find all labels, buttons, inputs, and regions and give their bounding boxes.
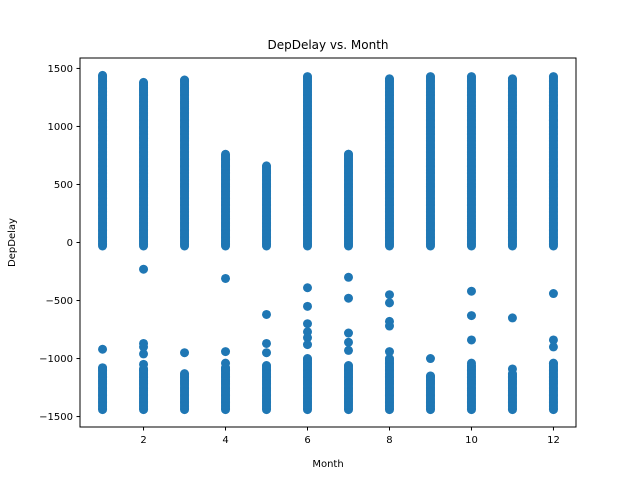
data-point xyxy=(221,154,231,164)
data-point xyxy=(139,123,149,133)
data-point xyxy=(466,311,476,321)
y-tick-label: −1500 xyxy=(39,412,73,423)
x-tick-label: 12 xyxy=(547,435,560,446)
data-point xyxy=(466,358,476,368)
data-point xyxy=(384,74,394,84)
data-point xyxy=(344,149,353,159)
data-point xyxy=(262,338,272,348)
data-point xyxy=(262,167,272,177)
data-point xyxy=(98,87,108,97)
data-point xyxy=(384,298,394,308)
data-point xyxy=(221,273,231,283)
data-point xyxy=(548,342,558,352)
data-point xyxy=(139,349,149,359)
data-point xyxy=(98,363,108,373)
data-point xyxy=(139,84,149,94)
plot-frame xyxy=(79,57,577,428)
x-axis: 2 4 6 8 10 12 xyxy=(140,427,560,446)
data-point xyxy=(507,313,517,323)
data-point xyxy=(139,359,149,369)
data-point xyxy=(303,283,312,293)
data-point xyxy=(548,289,558,299)
data-point xyxy=(344,293,353,303)
data-point xyxy=(466,72,476,82)
data-point xyxy=(221,161,231,171)
data-point xyxy=(303,301,312,311)
y-axis-label: DepDelay xyxy=(7,218,18,267)
data-point xyxy=(507,74,517,84)
data-point xyxy=(425,354,435,364)
data-point xyxy=(425,72,435,82)
data-point xyxy=(344,337,353,347)
data-point xyxy=(139,77,149,87)
data-point xyxy=(139,264,149,274)
data-point xyxy=(507,364,517,374)
data-point xyxy=(384,290,394,300)
data-point xyxy=(344,272,353,282)
data-point xyxy=(466,335,476,345)
data-point xyxy=(384,321,394,331)
x-tick-label: 2 xyxy=(140,435,146,446)
data-point xyxy=(384,347,394,357)
x-tick-label: 4 xyxy=(222,435,228,446)
data-point xyxy=(98,344,108,354)
data-point xyxy=(548,72,558,82)
data-point xyxy=(425,371,435,381)
data-point xyxy=(180,85,190,95)
data-point xyxy=(180,369,190,379)
y-tick-label: −500 xyxy=(46,296,73,307)
y-tick-label: 1500 xyxy=(48,64,73,75)
data-point xyxy=(548,335,558,345)
data-point xyxy=(221,347,231,357)
data-point xyxy=(262,361,272,370)
data-point xyxy=(262,348,272,358)
data-point xyxy=(180,348,190,358)
data-point xyxy=(548,116,558,126)
data-point xyxy=(344,328,353,338)
data-point xyxy=(139,147,149,157)
x-tick-label: 6 xyxy=(304,435,310,446)
data-point xyxy=(344,361,353,370)
data-point xyxy=(548,101,558,111)
chart-title: DepDelay vs. Month xyxy=(267,38,388,52)
data-point xyxy=(303,333,312,343)
data-point xyxy=(180,75,190,85)
y-axis: −1500 −1000 −500 0 500 1000 1500 xyxy=(39,64,80,423)
data-point xyxy=(425,98,435,108)
data-point xyxy=(548,358,558,368)
x-tick-label: 10 xyxy=(465,435,478,446)
data-point xyxy=(98,104,108,114)
x-tick-label: 8 xyxy=(386,435,392,446)
y-tick-label: 1000 xyxy=(48,122,73,133)
data-point xyxy=(180,121,190,131)
data-point xyxy=(221,358,231,368)
data-point xyxy=(139,133,149,143)
data-point xyxy=(262,309,272,319)
y-tick-label: 500 xyxy=(54,180,73,191)
data-point xyxy=(139,342,149,352)
data-point xyxy=(466,286,476,296)
data-point xyxy=(303,354,312,364)
data-point xyxy=(344,345,353,355)
x-axis-label: Month xyxy=(312,459,343,470)
data-point xyxy=(180,98,190,108)
data-points xyxy=(98,70,558,415)
data-point xyxy=(303,319,312,329)
data-point xyxy=(507,108,517,118)
y-tick-label: 0 xyxy=(67,238,73,249)
y-tick-label: −1000 xyxy=(39,354,73,365)
data-point xyxy=(303,72,312,82)
data-point xyxy=(303,340,312,350)
data-point xyxy=(98,70,108,80)
data-point xyxy=(384,354,394,364)
